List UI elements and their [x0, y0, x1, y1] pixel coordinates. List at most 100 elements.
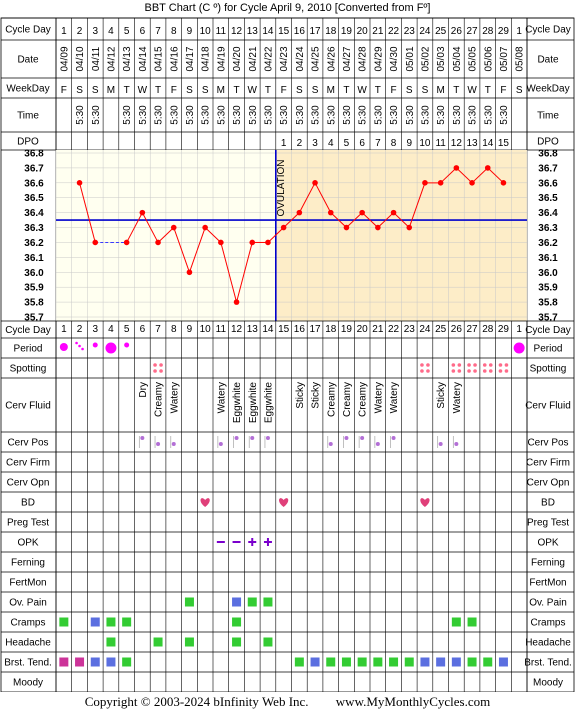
weekday-value: S	[516, 85, 523, 96]
cycle-day-number: 15	[278, 26, 290, 37]
dpo-value: 8	[391, 138, 397, 149]
time-value: 5:30	[311, 105, 322, 125]
spotting-marker	[451, 369, 456, 373]
time-value: 5:30	[405, 105, 416, 125]
temp-point	[202, 224, 208, 231]
y-tick-label-right: 36.3	[538, 223, 558, 234]
temp-line-segment	[471, 167, 489, 184]
temp-line-segment	[236, 242, 253, 303]
cycle-day-number: 26	[451, 26, 463, 37]
cycle-day-number: 13	[247, 324, 259, 335]
cerv-fluid-value: Creamy	[326, 382, 337, 417]
dpo-label-left: DPO	[17, 137, 39, 148]
headache-label-left: Headache	[5, 638, 51, 649]
cramps-marker	[232, 617, 242, 627]
weekday-value: W	[138, 85, 148, 96]
brst-tend-marker	[436, 657, 446, 667]
cycle-day-label-left: Cycle Day	[5, 25, 51, 36]
chart-title: BBT Chart (C º) for Cycle April 9, 2010 …	[144, 2, 431, 14]
brst-tend-marker	[326, 657, 336, 667]
weekday-value: T	[485, 85, 491, 96]
time-value: 5:30	[295, 105, 306, 125]
temp-point	[453, 165, 460, 171]
cerv-fluid-label-right: Cerv Fluid	[525, 401, 571, 412]
weekday-value: F	[61, 85, 67, 96]
spotting-marker	[153, 363, 157, 367]
cerv-fluid-value: Watery	[169, 382, 180, 413]
brst-tend-marker	[498, 657, 508, 667]
weekday-value: S	[92, 85, 99, 96]
dpo-value: 5	[344, 138, 350, 149]
dpo-value: 12	[451, 138, 463, 149]
dpo-value: 10	[419, 138, 431, 149]
weekday-value: T	[155, 85, 161, 96]
cycle-day-label-right: Cycle Day	[525, 25, 571, 36]
date-value: 04/18	[201, 46, 212, 71]
cerv-fluid-value: Creamy	[154, 382, 165, 417]
ov-pain-label-right: Ov. Pain	[529, 598, 567, 609]
cycle-day-number: 19	[341, 26, 353, 37]
date-value: 05/06	[483, 46, 494, 71]
temp-line-segment	[440, 167, 457, 184]
y-tick-label-left: 36.7	[24, 163, 44, 174]
cramps-marker	[467, 617, 477, 627]
bbt-chart-grid: Cycle Day Cycle Day Date Date WeekDay WeekDay…	[0, 17, 575, 692]
time-value: 5:30	[216, 105, 227, 125]
date-value: 04/27	[342, 46, 353, 71]
temp-point	[233, 299, 240, 305]
brst-tend-marker	[373, 657, 383, 667]
dpo-value: 6	[359, 138, 365, 149]
cycle-day-number: 19	[341, 324, 353, 335]
cycle-day-number: 6	[140, 324, 146, 335]
period-marker	[59, 343, 68, 351]
y-tick-label-left: 36.8	[24, 149, 44, 160]
time-value: 5:30	[373, 105, 384, 125]
cerv-fluid-value: Watery	[452, 382, 463, 413]
dpo-value: 11	[435, 138, 446, 149]
spotting-marker	[482, 363, 487, 367]
temp-point	[484, 165, 491, 171]
temp-point	[327, 209, 334, 216]
fertmon-label-left: FertMon	[9, 578, 46, 589]
weekday-value: F	[281, 85, 287, 96]
spotting-marker	[488, 363, 493, 367]
cycle-day-number: 23	[404, 26, 416, 37]
date-value: 05/07	[499, 46, 510, 71]
site-link[interactable]: www.MyMonthlyCycles.com	[335, 694, 491, 709]
temp-point	[296, 209, 303, 216]
date-value: 04/22	[263, 46, 274, 71]
bd-label-right: BD	[541, 498, 555, 509]
time-value: 5:30	[185, 105, 196, 125]
cycle-day-number: 8	[171, 324, 177, 335]
temp-point	[500, 180, 507, 186]
period-label-left: Period	[14, 344, 43, 355]
cerv-fluid-value: Sticky	[436, 382, 447, 409]
brst-tend-label-right: Brst. Tend.	[524, 658, 572, 669]
spotting-marker	[467, 369, 471, 373]
ov-pain-marker	[263, 597, 273, 607]
cycle-day-number: 21	[372, 26, 384, 37]
preg-test-label-right: Preg Test	[527, 518, 569, 529]
time-value: 5:30	[326, 105, 337, 125]
spotting-marker	[504, 369, 509, 373]
weekday-value: W	[467, 85, 477, 96]
cycle-day-number: 3	[92, 324, 98, 335]
y-tick-label-left: 36.4	[24, 208, 44, 219]
headache-marker	[153, 637, 163, 647]
brst-tend-marker	[404, 657, 414, 667]
cramps-label-left: Cramps	[10, 618, 45, 629]
cycle-day-number: 26	[451, 324, 463, 335]
temp-line-segment	[330, 212, 347, 228]
time-value: 5:30	[342, 105, 353, 125]
footer: Copyright © 2003-2024 bInfinity Web Inc.…	[0, 692, 575, 712]
cycle-day-number: 12	[231, 324, 243, 335]
time-value: 5:30	[263, 105, 274, 125]
weekday-value: T	[265, 85, 271, 96]
date-value: 04/17	[185, 46, 196, 71]
temp-line-segment	[393, 212, 410, 228]
ov-pain-marker	[184, 597, 194, 607]
y-tick-label-left: 36.5	[24, 193, 44, 204]
date-value: 04/11	[91, 46, 102, 71]
cycle-day-number: 24	[419, 26, 431, 37]
cerv-firm-label-left: Cerv Firm	[6, 458, 50, 469]
